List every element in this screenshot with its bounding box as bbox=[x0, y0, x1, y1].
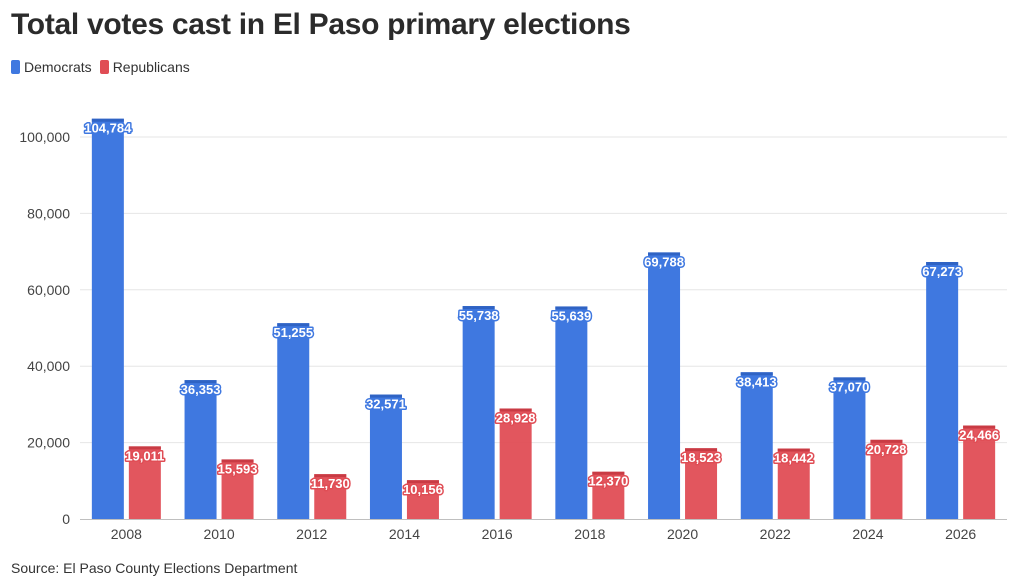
republicans-value-label-2022: 18,442 bbox=[774, 451, 814, 466]
republicans-bar-cap-2008 bbox=[128, 446, 161, 450]
republicans-bar-cap-2018 bbox=[592, 471, 625, 475]
republicans-value-label-2018: 12,370 bbox=[588, 474, 628, 489]
x-tick-label: 2014 bbox=[389, 526, 420, 542]
republicans-value-label-2014: 10,156 bbox=[403, 482, 443, 497]
democrats-value-label-2010: 36,353 bbox=[181, 382, 221, 397]
legend-swatch-republicans bbox=[99, 60, 109, 74]
democrats-bar-cap-2012 bbox=[277, 323, 310, 327]
republicans-bar-cap-2016 bbox=[499, 408, 532, 412]
y-axis-ticks: 0 20,000 40,000 60,000 80,000 100,000 bbox=[19, 129, 70, 527]
x-tick-label: 2016 bbox=[482, 526, 513, 542]
legend-item-republicans: Republicans bbox=[99, 59, 190, 75]
democrats-bar-cap-2020 bbox=[648, 252, 681, 256]
democrats-value-label-2022: 38,413 bbox=[737, 374, 777, 389]
x-tick-label: 2020 bbox=[667, 526, 698, 542]
democrats-value-label-2014: 32,571 bbox=[366, 397, 406, 412]
republicans-bar-cap-2022 bbox=[777, 448, 810, 452]
democrats-bar-2026[interactable] bbox=[926, 262, 959, 519]
republicans-bar-2010[interactable] bbox=[221, 459, 254, 519]
y-tick-label: 40,000 bbox=[27, 358, 70, 374]
democrats-bar-cap-2008 bbox=[91, 118, 124, 122]
bars bbox=[91, 118, 996, 519]
democrats-bar-2010[interactable] bbox=[184, 380, 217, 519]
republicans-value-label-2008: 19,011 bbox=[125, 448, 164, 463]
democrats-bar-2016[interactable] bbox=[462, 306, 495, 519]
x-tick-label: 2024 bbox=[852, 526, 883, 542]
democrats-bar-2008[interactable] bbox=[91, 118, 124, 519]
democrats-value-label-2008: 104,784 bbox=[84, 121, 132, 136]
republicans-value-label-2026: 24,466 bbox=[959, 428, 999, 443]
legend-label-democrats: Democrats bbox=[24, 59, 92, 75]
republicans-bar-2016[interactable] bbox=[499, 408, 532, 519]
republicans-bar-2024[interactable] bbox=[870, 439, 903, 519]
democrats-bar-cap-2010 bbox=[184, 380, 217, 384]
x-axis-ticks: 2008 2010 2012 2014 2016 2018 2020 2022 2024 2026 bbox=[111, 526, 977, 542]
legend-swatch-democrats bbox=[11, 60, 20, 74]
y-tick-label: 100,000 bbox=[19, 129, 70, 145]
republicans-value-label-2020: 18,523 bbox=[681, 450, 721, 465]
data-labels: 104,784 19,011 36,353 15,593 51,255 11,730 32,… bbox=[83, 119, 1001, 498]
x-tick-label: 2018 bbox=[574, 526, 605, 542]
republicans-bar-2026[interactable] bbox=[963, 425, 996, 519]
republicans-bar-2020[interactable] bbox=[685, 448, 718, 519]
republicans-bar-cap-2010 bbox=[221, 459, 254, 463]
source-note: Source: El Paso County Elections Departm… bbox=[11, 560, 298, 576]
republicans-bar-2012[interactable] bbox=[314, 474, 347, 519]
democrats-bar-cap-2026 bbox=[926, 262, 959, 266]
democrats-value-label-2020: 69,788 bbox=[644, 254, 684, 269]
democrats-value-label-2024: 37,070 bbox=[830, 379, 870, 394]
republicans-bar-2014[interactable] bbox=[406, 480, 439, 519]
republicans-value-label-2010: 15,593 bbox=[218, 461, 258, 476]
democrats-value-label-2026: 67,273 bbox=[922, 264, 962, 279]
republicans-bar-2008[interactable] bbox=[128, 446, 161, 519]
y-tick-label: 80,000 bbox=[27, 205, 70, 221]
democrats-value-label-2012: 51,255 bbox=[273, 325, 313, 340]
republicans-bar-cap-2014 bbox=[406, 480, 439, 484]
democrats-bar-2024[interactable] bbox=[833, 377, 866, 519]
democrats-bar-2020[interactable] bbox=[648, 252, 681, 519]
y-tick-label: 20,000 bbox=[27, 435, 70, 451]
democrats-bar-cap-2018 bbox=[555, 306, 588, 310]
legend: Democrats Republicans bbox=[11, 59, 190, 75]
x-tick-label: 2010 bbox=[203, 526, 234, 542]
legend-label-republicans: Republicans bbox=[112, 59, 190, 75]
democrats-bar-2014[interactable] bbox=[369, 394, 402, 519]
democrats-bar-cap-2014 bbox=[369, 394, 402, 398]
democrats-bar-2012[interactable] bbox=[277, 323, 310, 519]
legend-item-democrats: Democrats bbox=[11, 59, 92, 75]
republicans-bar-2018[interactable] bbox=[592, 471, 625, 519]
democrats-value-label-2018: 55,639 bbox=[551, 308, 591, 323]
republicans-bar-cap-2012 bbox=[314, 474, 347, 478]
republicans-bar-cap-2020 bbox=[685, 448, 718, 452]
democrats-bar-2022[interactable] bbox=[740, 372, 773, 519]
republicans-value-label-2012: 11,730 bbox=[311, 476, 350, 491]
democrats-value-label-2016: 55,738 bbox=[459, 308, 499, 323]
x-tick-label: 2012 bbox=[296, 526, 327, 542]
y-tick-label: 0 bbox=[62, 511, 70, 527]
x-tick-label: 2022 bbox=[760, 526, 791, 542]
chart-title: Total votes cast in El Paso primary elec… bbox=[11, 8, 631, 41]
democrats-bar-cap-2016 bbox=[462, 306, 495, 310]
grid-lines bbox=[80, 136, 1007, 520]
y-tick-label: 60,000 bbox=[27, 282, 70, 298]
x-tick-label: 2008 bbox=[111, 526, 142, 542]
republicans-bar-cap-2024 bbox=[870, 439, 903, 443]
republicans-value-label-2024: 20,728 bbox=[867, 442, 907, 457]
republicans-bar-2022[interactable] bbox=[777, 448, 810, 519]
republicans-value-label-2016: 28,928 bbox=[496, 410, 536, 425]
democrats-bar-2018[interactable] bbox=[555, 306, 588, 519]
x-tick-label: 2026 bbox=[945, 526, 976, 542]
democrats-bar-cap-2024 bbox=[833, 377, 866, 381]
republicans-bar-cap-2026 bbox=[963, 425, 996, 429]
democrats-bar-cap-2022 bbox=[740, 372, 773, 376]
